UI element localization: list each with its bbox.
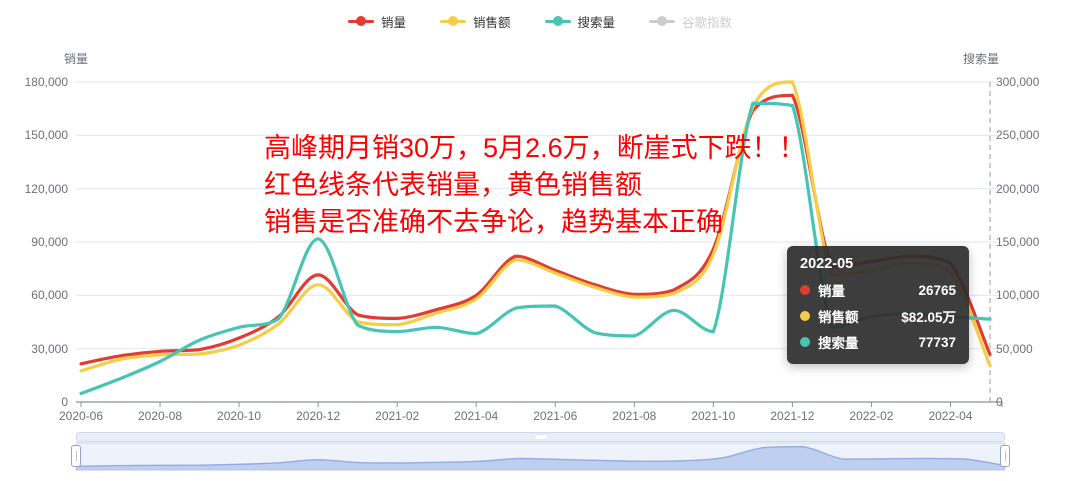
legend-label: 谷歌指数 — [682, 15, 733, 30]
tooltip-series-value: 26765 — [918, 282, 956, 298]
legend-label: 搜索量 — [577, 15, 616, 30]
series-dot-icon — [800, 337, 810, 347]
right-tick: 100,000 — [996, 288, 1040, 303]
legend-line-icon — [544, 14, 571, 28]
tooltip-series-label: 销售额 — [818, 310, 859, 325]
right-tick: 300,000 — [996, 75, 1040, 89]
legend-item-0[interactable]: 销量 — [347, 12, 406, 30]
annotation-line-1: 高峰期月销30万，5月2.6万，断崖式下跌！！ — [264, 133, 806, 163]
right-tick: 250,000 — [996, 128, 1040, 143]
left-tick: 180,000 — [24, 75, 68, 89]
x-tick: 2020-08 — [138, 409, 183, 423]
tooltip-rows: 销量 26765 销售额 $82.05万 搜索量 77737 — [800, 280, 956, 352]
right-tick: 200,000 — [996, 181, 1040, 196]
legend-item-1[interactable]: 销售额 — [439, 12, 511, 30]
datazoom-move-bar[interactable] — [76, 432, 1005, 442]
legend-label: 销量 — [380, 15, 406, 30]
tooltip-row: 销售额 $82.05万 — [800, 306, 956, 326]
x-tick: 2021-02 — [375, 409, 420, 423]
datazoom-grip-icon[interactable] — [534, 435, 547, 439]
right-axis-title: 搜索量 — [963, 52, 1000, 66]
datazoom-shadow-line — [75, 445, 1006, 467]
x-tick: 2021-10 — [691, 409, 736, 423]
chart-tooltip: 2022-05 销量 26765 销售额 $82.05万 搜索量 77737 — [787, 246, 969, 364]
left-tick: 0 — [61, 395, 68, 409]
left-tick: 30,000 — [31, 341, 68, 356]
left-tick: 120,000 — [24, 181, 68, 196]
x-tick: 2021-12 — [770, 409, 815, 423]
tooltip-row: 搜索量 77737 — [800, 332, 956, 352]
series-dot-icon — [800, 285, 810, 295]
tooltip-row: 销量 26765 — [800, 280, 956, 300]
tooltip-series-value: 77737 — [918, 334, 956, 350]
legend-line-icon — [649, 14, 676, 28]
x-tick: 2020-10 — [217, 409, 262, 423]
tooltip-series-label: 搜索量 — [818, 336, 859, 351]
x-tick: 2021-06 — [533, 409, 578, 423]
series-dot-icon — [800, 311, 810, 321]
tooltip-series-value: $82.05万 — [901, 310, 956, 325]
datazoom-shadow-area — [76, 446, 1005, 470]
annotation-text: 高峰期月销30万，5月2.6万，断崖式下跌！！ 红色线条代表销量，黄色销售额 销… — [264, 130, 806, 241]
left-tick: 150,000 — [24, 128, 68, 143]
right-tick: 150,000 — [996, 235, 1040, 249]
annotation-line-3: 销售是否准确不去争论，趋势基本正确 — [264, 207, 723, 237]
left-axis-title: 销量 — [64, 52, 89, 66]
x-tick: 2022-04 — [928, 409, 973, 423]
x-tick: 2022-02 — [849, 409, 894, 423]
legend-item-2[interactable]: 搜索量 — [544, 12, 616, 30]
legend-line-icon — [347, 14, 374, 28]
x-tick: 2020-06 — [58, 409, 104, 423]
chart-legend: 销量 销售额 搜索量 谷歌指数 — [0, 12, 1080, 30]
datazoom-right-handle[interactable] — [1000, 445, 1010, 467]
annotation-line-2: 红色线条代表销量，黄色销售额 — [264, 170, 642, 200]
datazoom-left-handle[interactable] — [71, 445, 81, 467]
x-tick: 2021-08 — [612, 409, 657, 423]
left-tick: 60,000 — [31, 288, 68, 303]
x-tick: 2020-12 — [296, 409, 341, 423]
right-tick: 50,000 — [996, 341, 1033, 356]
right-tick: 0 — [996, 395, 1003, 409]
legend-line-icon — [439, 14, 466, 28]
tooltip-title: 2022-05 — [800, 256, 854, 272]
x-tick: 2021-04 — [454, 409, 499, 423]
left-tick: 90,000 — [31, 235, 68, 249]
legend-label: 销售额 — [472, 15, 511, 30]
tooltip-series-label: 销量 — [818, 284, 845, 299]
legend-item-3[interactable]: 谷歌指数 — [649, 12, 732, 30]
